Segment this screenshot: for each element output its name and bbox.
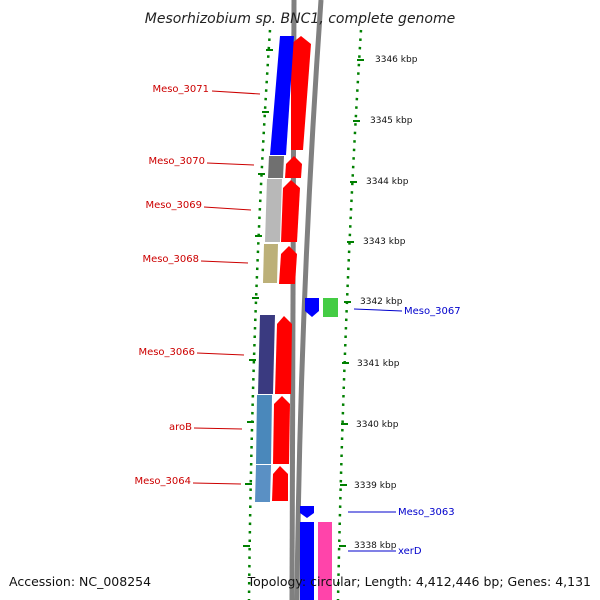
gene-bar-meso-3071	[270, 36, 294, 155]
cds-meso-3066	[275, 316, 292, 394]
cds-meso-3063	[300, 506, 314, 518]
ruler-label: 3345 kbp	[370, 116, 413, 126]
ruler-label: 3339 kbp	[354, 481, 397, 491]
cds-meso-3068	[279, 246, 297, 284]
leader-line	[200, 260, 249, 264]
ruler-label: 3344 kbp	[366, 177, 409, 187]
leader-line	[211, 90, 261, 95]
cds-meso-3064	[272, 466, 288, 501]
backbone-outer-edge	[294, 0, 324, 600]
cds-meso-3069	[281, 180, 300, 242]
cds-xerd	[300, 522, 314, 600]
right-dotted-track	[336, 29, 363, 600]
cds-meso-3067	[305, 298, 319, 317]
gene-label: Meso_3071	[152, 84, 209, 95]
leader-line	[353, 308, 403, 312]
gene-label: Meso_3067	[404, 306, 461, 317]
gene-label: Meso_3069	[145, 200, 202, 211]
accession-label: Accession: NC_008254	[9, 574, 151, 589]
ruler-label: 3341 kbp	[357, 359, 400, 369]
gene-bar-meso-3067	[323, 298, 338, 317]
ruler-label: 3338 kbp	[354, 541, 397, 551]
ruler-label: 3343 kbp	[363, 237, 406, 247]
leader-line	[192, 482, 242, 485]
gene-label: Meso_3064	[134, 476, 191, 487]
leader-line	[193, 427, 243, 430]
gene-label: Meso_3066	[138, 347, 195, 358]
right-ticks	[339, 59, 364, 547]
leader-line	[196, 352, 245, 356]
gene-labels: Meso_3071 Meso_3070 Meso_3069 Meso_3068 …	[134, 84, 460, 557]
reverse-strand-cds	[272, 36, 311, 501]
genome-title: Mesorhizobium sp. BNC1, complete genome	[145, 11, 456, 27]
gene-bars	[255, 36, 294, 502]
leader-lines	[192, 90, 403, 552]
left-ticks	[243, 49, 273, 547]
gene-label: aroB	[169, 422, 192, 433]
gene-bar-meso-3066	[258, 315, 275, 394]
ruler-labels: 3346 kbp 3345 kbp 3344 kbp 3343 kbp 3342…	[354, 55, 418, 551]
forward-strand-cds	[300, 298, 338, 600]
gene-bar-meso-3064	[255, 465, 271, 502]
gene-bar-xerd	[318, 522, 332, 600]
topology-label: Topology: circular; Length: 4,412,446 bp…	[247, 574, 591, 589]
cds-meso-3070	[285, 156, 302, 178]
cds-meso-3071	[291, 36, 311, 150]
gene-label: Meso_3068	[142, 254, 199, 265]
ruler-label: 3342 kbp	[360, 297, 403, 307]
ruler-label: 3340 kbp	[356, 420, 399, 430]
ruler-label: 3346 kbp	[375, 55, 418, 65]
leader-line	[206, 162, 255, 166]
leader-line	[203, 206, 252, 211]
gene-label: Meso_3063	[398, 507, 455, 518]
gene-label: Meso_3070	[148, 156, 205, 167]
gene-bar-meso-3069	[265, 179, 282, 242]
cds-arob	[273, 396, 290, 464]
gene-bar-meso-3070	[268, 156, 284, 178]
gene-bar-arob	[256, 395, 272, 464]
gene-label: xerD	[398, 546, 422, 557]
gene-bar-meso-3068	[263, 244, 278, 283]
